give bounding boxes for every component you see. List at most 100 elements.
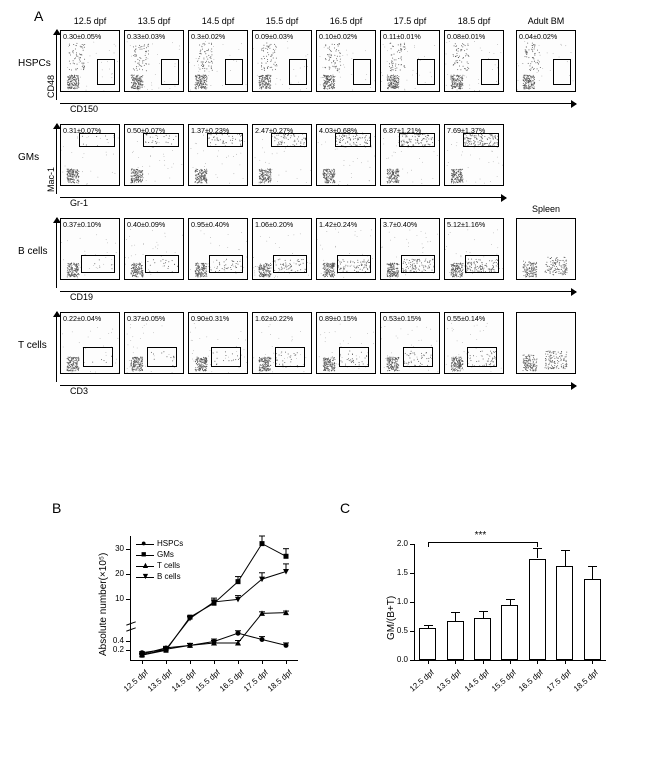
gate-pct: 3.7±0.40% <box>383 220 417 229</box>
x-axis-label: CD19 <box>70 292 93 302</box>
x-axis-label: Gr-1 <box>70 198 88 208</box>
gate-pct: 0.04±0.02% <box>519 32 557 41</box>
facs-plot: 0.22±0.04% <box>60 312 120 374</box>
gate-pct: 0.37±0.10% <box>63 220 101 229</box>
gate-pct: 0.3±0.02% <box>191 32 225 41</box>
facs-row: GMsMac-10.31±0.07%0.50±0.07%1.37±0.23%2.… <box>60 124 620 194</box>
panel-c-chart: 0.00.51.01.52.0GM/(B+T)12.5 dpf13.5 dpf1… <box>380 530 610 710</box>
col-header: 14.5 dpf <box>188 16 248 26</box>
facs-plot: 0.10±0.02% <box>316 30 376 92</box>
gate-pct: 0.33±0.03% <box>127 32 165 41</box>
gate <box>465 255 499 273</box>
gate <box>353 59 371 85</box>
gate <box>97 59 115 85</box>
gate <box>207 133 243 147</box>
facs-plot: 0.33±0.03% <box>124 30 184 92</box>
sig-label: *** <box>475 530 487 541</box>
gate-pct: 1.06±0.20% <box>255 220 293 229</box>
gate <box>81 255 115 273</box>
facs-plot: 0.30±0.05% <box>60 30 120 92</box>
col-header-adult: Adult BM <box>516 16 576 26</box>
facs-plot: 0.50±0.07% <box>124 124 184 186</box>
facs-plot: 0.37±0.05% <box>124 312 184 374</box>
facs-plot: 0.11±0.01% <box>380 30 440 92</box>
facs-plot: 0.37±0.10% <box>60 218 120 280</box>
panel-a-letter: A <box>34 8 43 24</box>
gate <box>225 59 243 85</box>
gate <box>79 133 115 147</box>
gate-pct: 0.95±0.40% <box>191 220 229 229</box>
x-axis-label: CD3 <box>70 386 88 396</box>
ytick: 1.0 <box>397 597 408 606</box>
col-header: 17.5 dpf <box>380 16 440 26</box>
gate <box>463 133 499 147</box>
facs-row: B cells0.37±0.10%0.40±0.09%0.95±0.40%1.0… <box>60 218 620 288</box>
facs-plot: 2.47±0.27% <box>252 124 312 186</box>
row-label: HSPCs <box>18 58 51 69</box>
facs-plot: 0.53±0.15% <box>380 312 440 374</box>
gate <box>211 347 241 367</box>
facs-plot: 0.95±0.40% <box>188 218 248 280</box>
bar <box>447 621 464 660</box>
facs-plot: 1.37±0.23% <box>188 124 248 186</box>
gate <box>289 59 307 85</box>
gate-pct: 7.69±1.37% <box>447 126 485 135</box>
bar <box>584 579 601 660</box>
facs-plot: 1.06±0.20% <box>252 218 312 280</box>
gate <box>209 255 243 273</box>
ytick: 0.5 <box>397 626 408 635</box>
gate-pct: 5.12±1.16% <box>447 220 485 229</box>
gate <box>273 255 307 273</box>
legend-label: GMs <box>157 550 174 559</box>
gate-pct: 0.22±0.04% <box>63 314 101 323</box>
gate-pct: 0.55±0.14% <box>447 314 485 323</box>
gate-pct: 0.09±0.03% <box>255 32 293 41</box>
gate-pct: 0.50±0.07% <box>127 126 165 135</box>
ytick: 0.0 <box>397 655 408 664</box>
gate-pct: 2.47±0.27% <box>255 126 293 135</box>
gate <box>161 59 179 85</box>
gate <box>271 133 307 147</box>
gate-pct: 1.42±0.24% <box>319 220 357 229</box>
col-header: 16.5 dpf <box>316 16 376 26</box>
bar <box>474 618 491 660</box>
facs-plot: 6.87±1.21% <box>380 124 440 186</box>
facs-plot: 4.03±0.68% <box>316 124 376 186</box>
gate-pct: 6.87±1.21% <box>383 126 421 135</box>
spleen-label: Spleen <box>516 204 576 214</box>
gate-pct: 4.03±0.68% <box>319 126 357 135</box>
ytick: 2.0 <box>397 539 408 548</box>
col-header: 15.5 dpf <box>252 16 312 26</box>
bar <box>529 559 546 661</box>
gate-pct: 0.40±0.09% <box>127 220 165 229</box>
legend: ●HSPCs■GMs▲T cells▼B cells <box>136 538 183 582</box>
bar <box>501 605 518 660</box>
gate-pct: 1.62±0.22% <box>255 314 293 323</box>
row-label: GMs <box>18 152 39 163</box>
facs-plot: 0.89±0.15% <box>316 312 376 374</box>
col-header: 18.5 dpf <box>444 16 504 26</box>
facs-plot: 0.09±0.03% <box>252 30 312 92</box>
facs-plot-adult <box>516 312 576 374</box>
gate-pct: 0.37±0.05% <box>127 314 165 323</box>
y-axis-label: CD48 <box>46 75 56 98</box>
y-axis-label: Mac-1 <box>46 167 56 192</box>
facs-plot: 0.08±0.01% <box>444 30 504 92</box>
col-header: 13.5 dpf <box>124 16 184 26</box>
gate <box>337 255 371 273</box>
legend-label: T cells <box>157 561 180 570</box>
facs-plot: 0.40±0.09% <box>124 218 184 280</box>
gate-pct: 0.90±0.31% <box>191 314 229 323</box>
facs-plot: 0.3±0.02% <box>188 30 248 92</box>
facs-plot: 7.69±1.37% <box>444 124 504 186</box>
row-label: T cells <box>18 340 47 351</box>
panel-a: 12.5 dpf13.5 dpf14.5 dpf15.5 dpf16.5 dpf… <box>60 30 620 406</box>
bar <box>419 628 436 660</box>
facs-row: T cells0.22±0.04%0.37±0.05%0.90±0.31%1.6… <box>60 312 620 382</box>
panel-c-letter: C <box>340 500 350 516</box>
gate <box>83 347 113 367</box>
gate-pct: 0.10±0.02% <box>319 32 357 41</box>
gate-pct: 0.31±0.07% <box>63 126 101 135</box>
gate <box>275 347 305 367</box>
legend-label: B cells <box>157 572 181 581</box>
